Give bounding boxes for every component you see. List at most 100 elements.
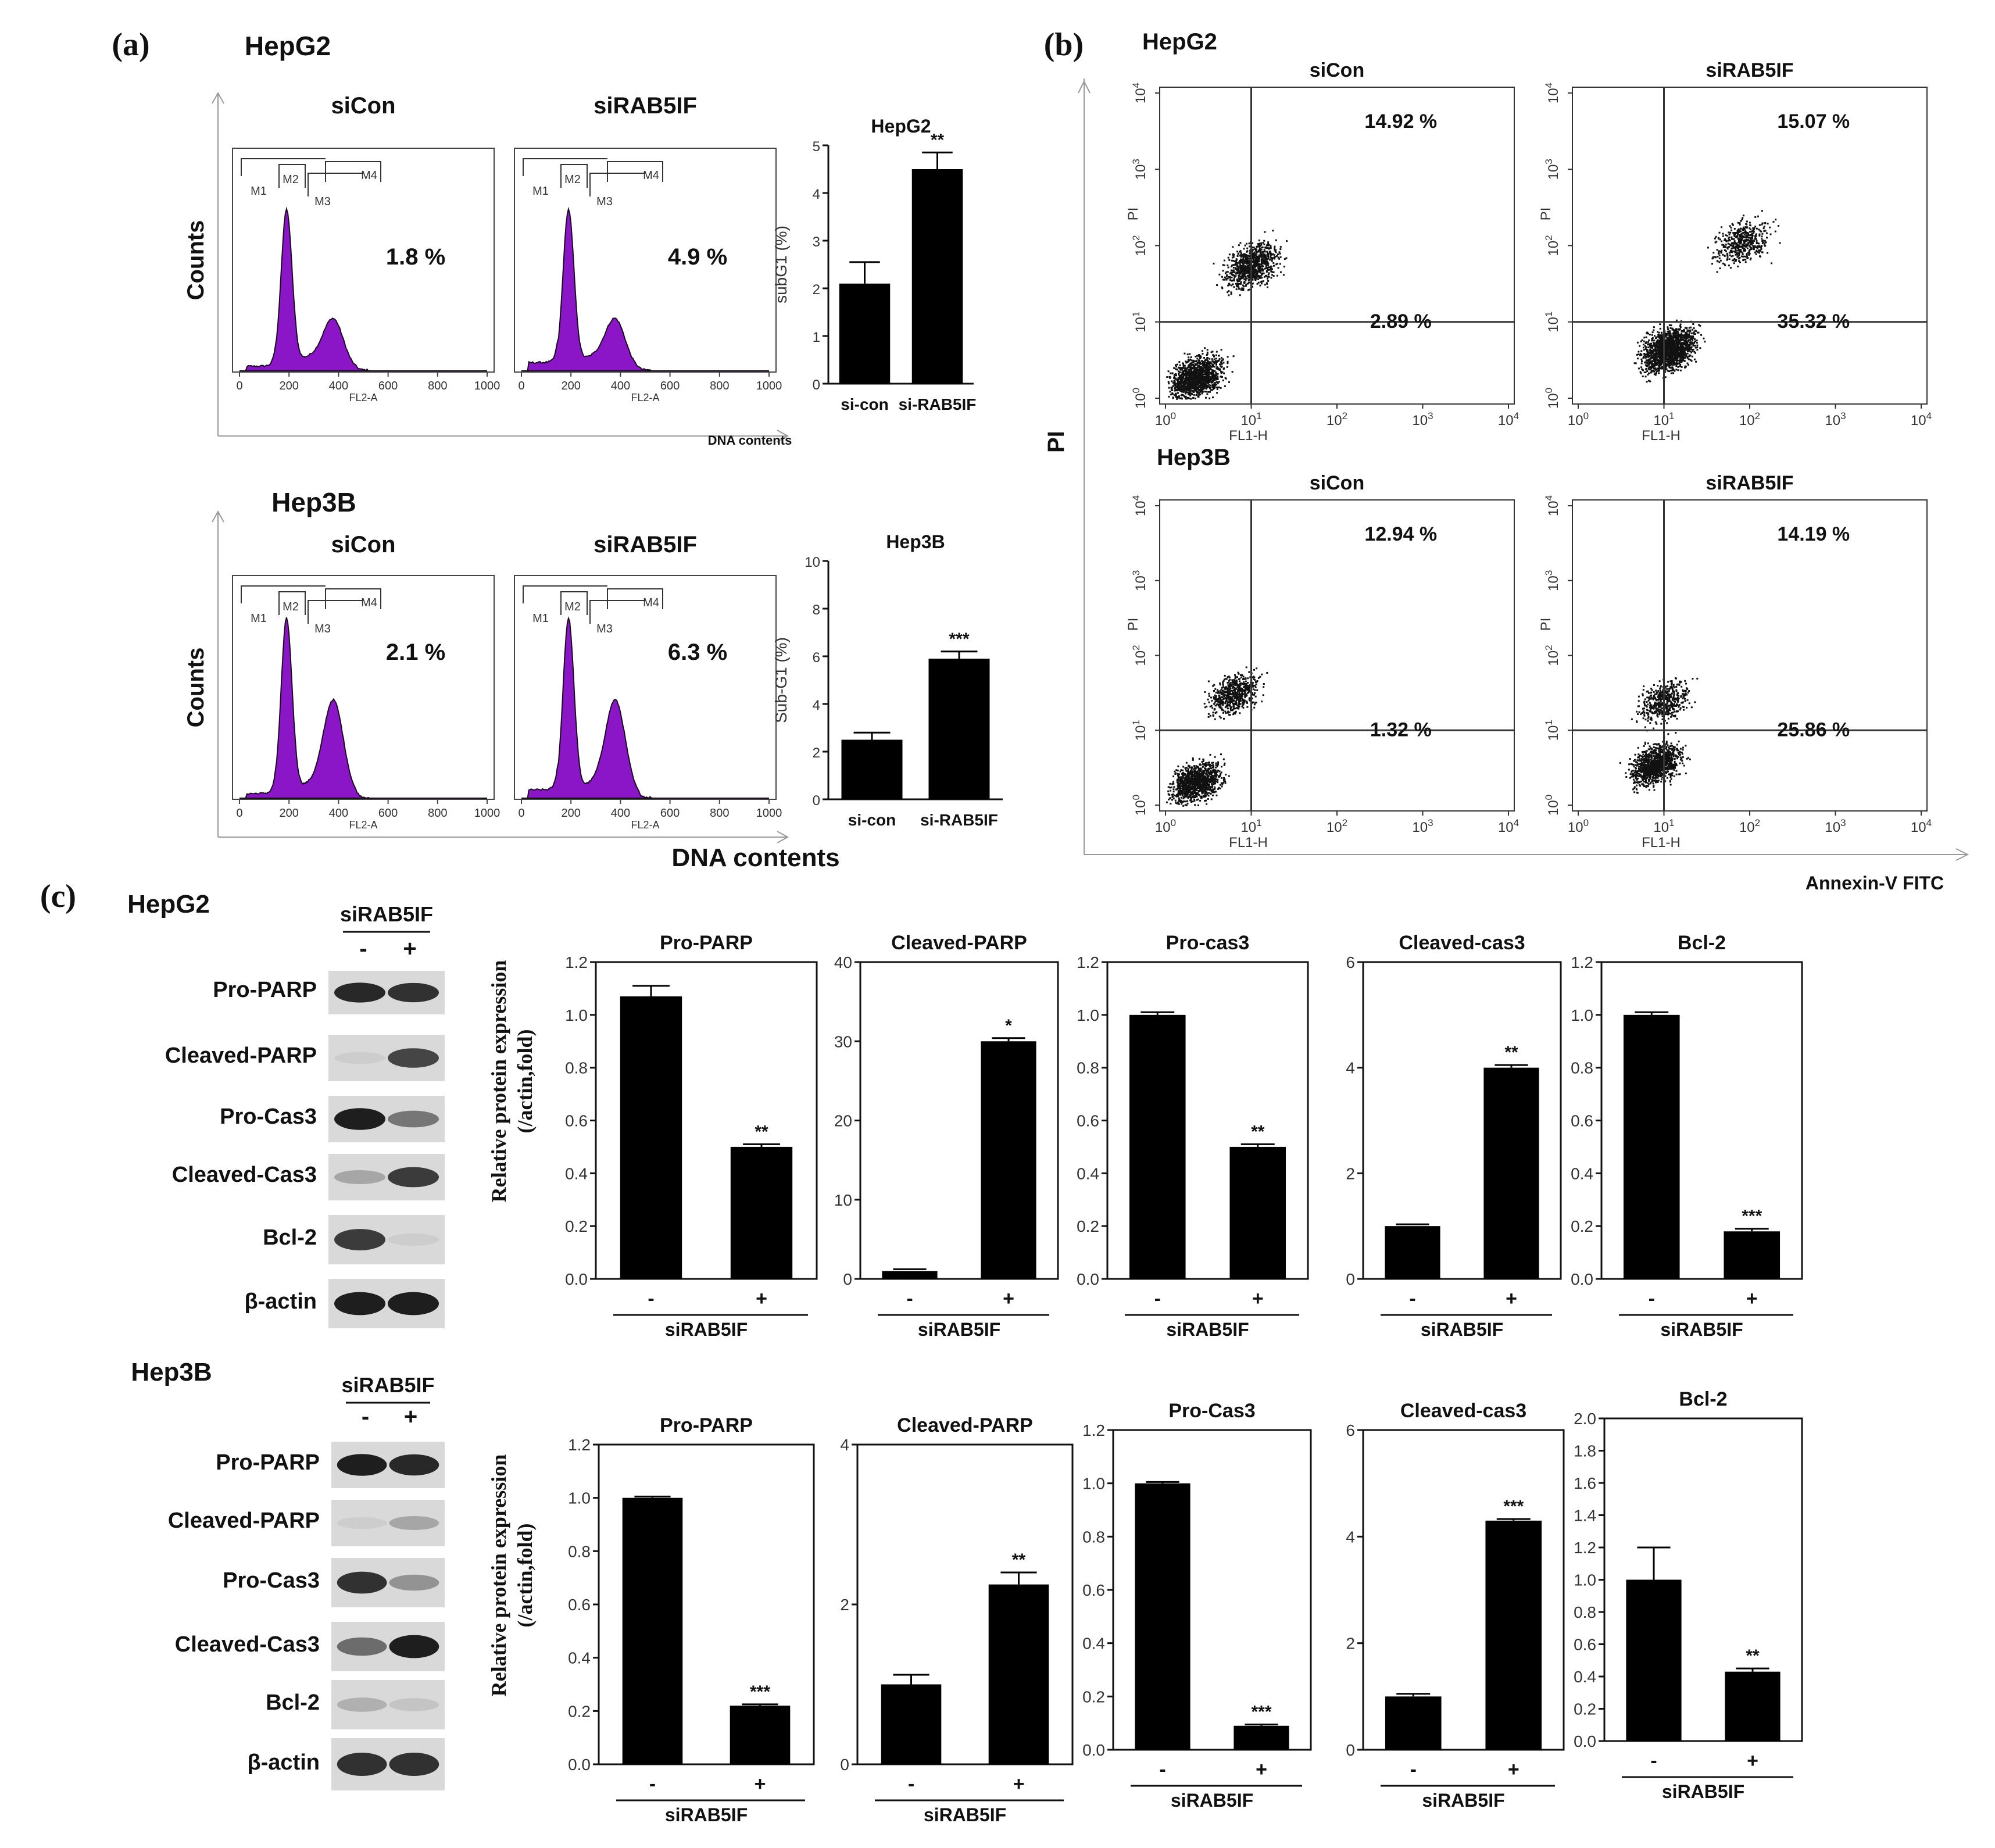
group-label: siRAB5IF xyxy=(1660,1319,1743,1340)
protein-band xyxy=(388,1110,439,1128)
category-label: + xyxy=(1252,1288,1264,1310)
x-tick-label: 103 xyxy=(1825,817,1846,835)
protein-band xyxy=(337,1637,387,1656)
cell-line-label: HepG2 xyxy=(245,31,331,61)
gate-label: M3 xyxy=(314,195,331,208)
lower-right-percent: 2.89 % xyxy=(1370,310,1432,333)
upper-right-percent: 15.07 % xyxy=(1777,110,1850,133)
x-tick-label: 100 xyxy=(1568,410,1589,428)
x-tick-label: 0 xyxy=(518,807,524,820)
band-label: Pro-Cas3 xyxy=(223,1568,320,1593)
histogram-frame xyxy=(514,148,777,373)
cell-line-label: Hep3B xyxy=(1157,445,1231,470)
scatter-frame xyxy=(1159,87,1515,405)
y-tick-label: 104 xyxy=(1131,495,1149,516)
y-tick-label: 1 xyxy=(813,330,820,345)
y-tick-label: 0.4 xyxy=(1077,1164,1099,1182)
gate-marker xyxy=(523,585,607,603)
chart-title: Hep3B xyxy=(886,531,945,552)
dna-histogram: siRAB5IF M1 M2 M3 M4 4.9 % 0 200 400 600 800 1000 FL… xyxy=(514,93,782,403)
protein-band xyxy=(337,1571,387,1594)
scatter-x-label: FL1-H xyxy=(1229,835,1268,850)
gate-marker xyxy=(523,158,607,176)
y-tick-label: 102 xyxy=(1131,235,1149,256)
y-tick-label: 0.2 xyxy=(1571,1217,1593,1235)
chart-title: Cleaved-PARP xyxy=(897,1414,1033,1436)
x-tick-label: 103 xyxy=(1412,410,1433,428)
gate-label: M2 xyxy=(283,173,299,186)
bar xyxy=(1234,1725,1289,1750)
subg1-percent: 4.9 % xyxy=(668,244,727,270)
gate-marker xyxy=(589,173,645,196)
y-axis-label-line2: (/actin,fold) xyxy=(513,1030,537,1134)
histogram-x-label: FL2-A xyxy=(631,819,659,831)
histogram-x-label: FL2-A xyxy=(349,819,377,831)
x-tick-label: 400 xyxy=(611,380,630,392)
y-tick-label: 0 xyxy=(1346,1741,1355,1759)
band-label: Pro-Cas3 xyxy=(220,1104,317,1129)
significance-marker: *** xyxy=(1251,1702,1271,1721)
y-axis-label: Sub-G1 (%) xyxy=(772,637,790,723)
band-label: β-actin xyxy=(247,1750,320,1775)
dna-histogram: siCon M1 M2 M3 M4 2.1 % 0 200 400 600 800 1000 FL2-A xyxy=(232,532,500,831)
y-tick-label: 104 xyxy=(1543,83,1561,103)
significance-marker: * xyxy=(1005,1016,1012,1035)
y-tick-label: 1.0 xyxy=(1082,1475,1105,1493)
histogram-title: siCon xyxy=(331,93,395,119)
lane-label: + xyxy=(403,936,416,961)
y-axis-arrow xyxy=(212,91,224,104)
y-tick-label: 0.0 xyxy=(1571,1270,1593,1288)
y-tick-label: 1.4 xyxy=(1574,1507,1596,1525)
y-tick-label: 0 xyxy=(1346,1270,1355,1288)
histogram-area xyxy=(239,206,487,372)
y-tick-label: 2 xyxy=(813,745,820,761)
scatter-y-label: PI xyxy=(1125,208,1141,221)
protein-band xyxy=(334,1292,385,1316)
scatter-x-label: FL1-H xyxy=(1642,835,1681,850)
dna-histogram: siRAB5IF M1 M2 M3 M4 6.3 % 0 200 400 600 800 1000 FL… xyxy=(514,532,782,831)
gate-label: M3 xyxy=(596,195,613,208)
y-tick-label: 2 xyxy=(840,1596,849,1614)
subg1-percent: 1.8 % xyxy=(386,244,445,270)
x-tick-label: 104 xyxy=(1498,410,1519,428)
bar-chart: Pro-cas3 0.0 0.2 0.4 0.6 0.8 1.0 1.2 - ** +siRAB5I… xyxy=(1077,932,1309,1340)
significance-marker: ** xyxy=(1746,1646,1760,1665)
protein-band xyxy=(388,1048,439,1068)
band-label: Cleaved-Cas3 xyxy=(175,1632,320,1657)
bar xyxy=(730,1706,791,1764)
upper-right-percent: 14.19 % xyxy=(1777,523,1850,545)
bar-chart: Pro-Cas3 0.0 0.2 0.4 0.6 0.8 1.0 1.2 - *** +siRAB5… xyxy=(1082,1400,1312,1811)
significance-marker: ** xyxy=(1504,1043,1518,1062)
chart-title: Bcl-2 xyxy=(1679,1388,1727,1410)
y-tick-label: 0.8 xyxy=(1571,1059,1593,1077)
chart-title: Pro-Cas3 xyxy=(1168,1400,1255,1422)
category-label: + xyxy=(1746,1288,1758,1310)
band-label: Cleaved-Cas3 xyxy=(172,1163,317,1187)
y-axis-label: subG1 (%) xyxy=(772,226,790,303)
bar xyxy=(1626,1579,1682,1741)
gate-label: M1 xyxy=(251,185,267,198)
histogram-frame xyxy=(232,575,495,800)
bar-chart: Cleaved-cas3 0 2 4 6 - *** +siRAB5IF xyxy=(1346,1400,1565,1811)
scatter-x-label: FL1-H xyxy=(1642,428,1681,444)
x-tick-label: 100 xyxy=(1568,817,1589,835)
gate-marker xyxy=(308,600,363,624)
lane-label: - xyxy=(359,936,367,961)
scatter-frame xyxy=(1572,499,1928,812)
group-label: siRAB5IF xyxy=(1421,1319,1503,1340)
bar xyxy=(1135,1483,1190,1750)
y-tick-label: 0.4 xyxy=(568,1649,591,1667)
protein-band xyxy=(389,1698,439,1711)
gate-label: M2 xyxy=(564,173,581,186)
bar xyxy=(1229,1146,1286,1279)
y-tick-label: 100 xyxy=(1131,388,1149,409)
gate-label: M1 xyxy=(532,612,549,625)
band-label: Bcl-2 xyxy=(266,1690,320,1715)
bar-chart: Bcl-2 0.0 0.2 0.4 0.6 0.8 1.0 1.2 1.4 1.6 1.8 2.0 - *… xyxy=(1574,1388,1803,1802)
y-tick-label: 4 xyxy=(813,698,820,713)
x-tick-label: 800 xyxy=(428,807,447,820)
x-tick-label: 1000 xyxy=(474,807,500,820)
cell-line-label: HepG2 xyxy=(127,890,210,918)
y-tick-label: 0 xyxy=(813,793,820,809)
